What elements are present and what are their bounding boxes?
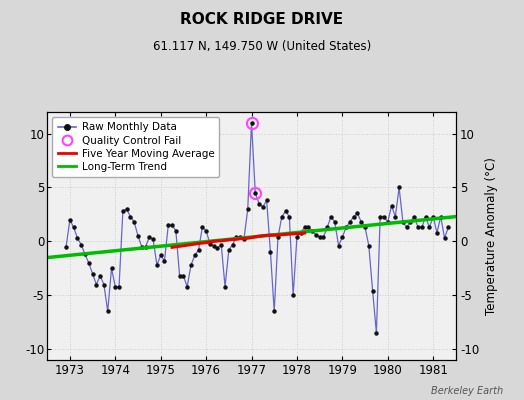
Text: Berkeley Earth: Berkeley Earth [431,386,503,396]
Legend: Raw Monthly Data, Quality Control Fail, Five Year Moving Average, Long-Term Tren: Raw Monthly Data, Quality Control Fail, … [52,117,220,177]
Text: 61.117 N, 149.750 W (United States): 61.117 N, 149.750 W (United States) [153,40,371,53]
Y-axis label: Temperature Anomaly (°C): Temperature Anomaly (°C) [485,157,498,315]
Text: ROCK RIDGE DRIVE: ROCK RIDGE DRIVE [180,12,344,27]
